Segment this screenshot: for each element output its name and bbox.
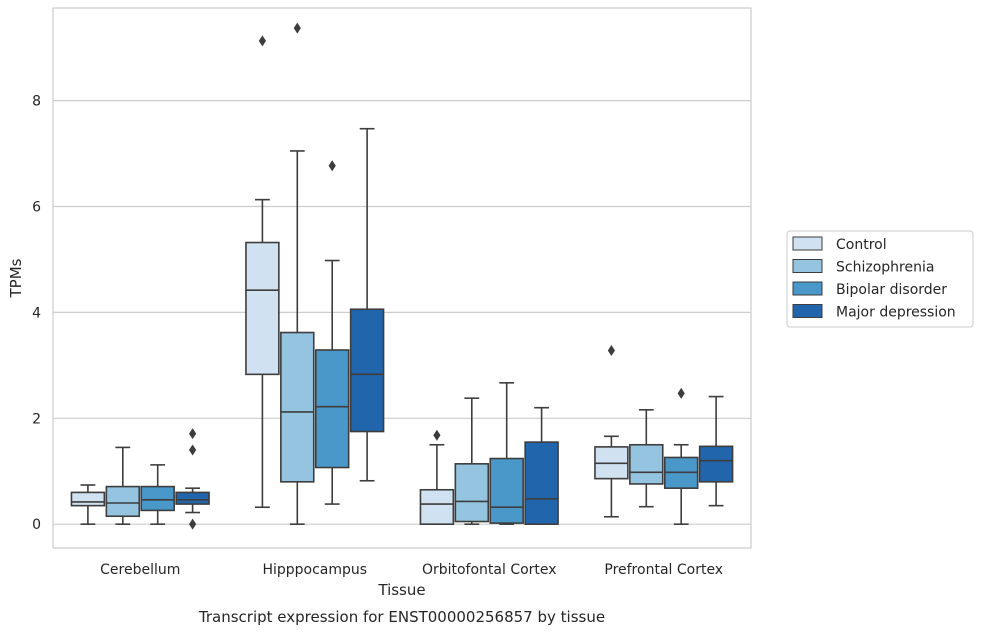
box-3-3 <box>698 395 734 507</box>
box-3-0 <box>594 345 629 518</box>
box-0-0 <box>70 484 106 525</box>
box-groups <box>70 22 734 530</box>
y-tick-label: 8 <box>32 94 41 110</box>
box-iqr <box>629 443 664 485</box>
legend-frame <box>786 230 974 328</box>
box-2-1 <box>454 397 490 525</box>
y-tick-label: 6 <box>32 200 41 216</box>
legend-label: Schizophrenia <box>836 260 934 276</box>
box-1-2 <box>314 160 350 505</box>
outlier-point <box>607 345 615 357</box>
outlier-point <box>189 428 197 440</box>
box-iqr <box>70 491 106 507</box>
box-0-3 <box>175 428 210 530</box>
chart-caption: Transcript expression for ENST0000025685… <box>198 608 605 626</box>
legend-label: Major depression <box>836 305 956 321</box>
x-axis-label: Tissue <box>377 581 425 599</box>
box-iqr <box>419 488 455 525</box>
y-tick-labels: 0 2 4 6 8 <box>32 94 41 534</box>
box-iqr <box>175 491 210 505</box>
legend-label: Control <box>836 237 887 253</box>
box-3-2 <box>663 387 699 525</box>
x-tick-label: Prefrontal Cortex <box>604 562 723 578</box>
box-iqr <box>698 445 734 483</box>
outlier-point <box>433 429 441 441</box>
y-tick-label: 4 <box>32 305 41 321</box>
box-iqr <box>280 331 315 483</box>
box-iqr <box>245 241 280 376</box>
outlier-point <box>293 22 301 34</box>
box-0-1 <box>105 446 141 525</box>
box-iqr <box>524 441 559 525</box>
y-tick-label: 2 <box>32 411 41 427</box>
legend-label: Bipolar disorder <box>836 282 947 298</box>
outlier-point <box>328 160 336 172</box>
y-axis-label: TPMs <box>7 258 25 298</box>
box-iqr <box>349 308 385 433</box>
outlier-point <box>189 444 197 456</box>
box-2-3 <box>524 406 559 525</box>
box-1-0 <box>245 35 280 509</box>
outlier-point <box>258 35 266 47</box>
legend-swatch <box>792 304 823 318</box>
gridlines <box>53 100 751 525</box>
box-3-1 <box>629 409 664 508</box>
box-0-2 <box>140 464 175 525</box>
legend-swatch <box>792 236 823 251</box>
box-iqr <box>140 485 175 512</box>
box-1-1 <box>280 22 315 525</box>
x-tick-label: Cerebellum <box>100 562 180 578</box>
x-tick-labels: Cerebellum Hipppocampus Orbitofontal Corte… <box>100 562 723 578</box>
legend-swatch <box>792 259 823 273</box>
outlier-point <box>677 387 685 399</box>
outlier-point <box>189 518 197 530</box>
y-tick-label: 0 <box>32 517 41 533</box>
legend-swatch <box>792 281 823 296</box>
box-iqr <box>314 349 350 469</box>
box-2-0 <box>419 429 455 525</box>
box-iqr <box>105 485 141 518</box>
legend: Control Schizophrenia Bipolar disorder Majo… <box>786 230 974 328</box>
box-iqr <box>489 457 524 524</box>
box-1-3 <box>349 127 385 482</box>
box-iqr <box>454 463 490 523</box>
plot-frame <box>52 7 752 549</box>
x-tick-label: Orbitofontal Cortex <box>422 562 557 578</box>
box-2-2 <box>489 382 524 525</box>
x-tick-label: Hipppocampus <box>262 562 367 578</box>
